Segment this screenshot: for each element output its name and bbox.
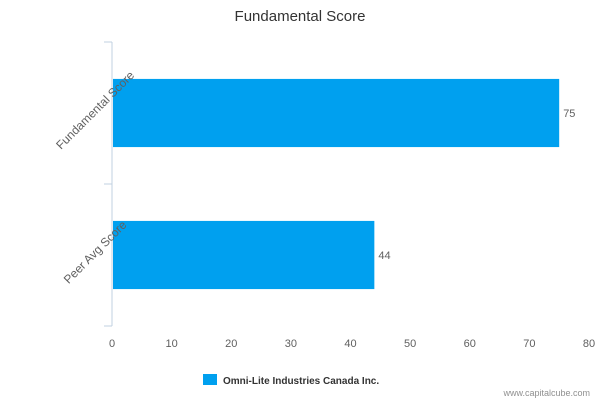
data-label: 75 — [563, 108, 575, 120]
x-tick-label: 40 — [344, 338, 356, 350]
x-tick-label: 50 — [404, 338, 416, 350]
credit-text: www.capitalcube.com — [502, 388, 590, 398]
bar — [113, 220, 375, 290]
x-tick-label: 70 — [523, 338, 535, 350]
x-tick-label: 60 — [464, 338, 476, 350]
chart-title: Fundamental Score — [235, 8, 366, 25]
x-tick-label: 20 — [225, 338, 237, 350]
legend[interactable]: Omni-Lite Industries Canada Inc. — [203, 374, 379, 387]
x-tick-label: 80 — [583, 338, 595, 350]
bar — [113, 78, 560, 148]
legend-label: Omni-Lite Industries Canada Inc. — [223, 376, 379, 387]
legend-swatch — [203, 374, 217, 385]
x-tick-label: 30 — [285, 338, 297, 350]
data-label: 44 — [378, 250, 390, 262]
x-tick-label: 0 — [109, 338, 115, 350]
x-tick-label: 10 — [166, 338, 178, 350]
